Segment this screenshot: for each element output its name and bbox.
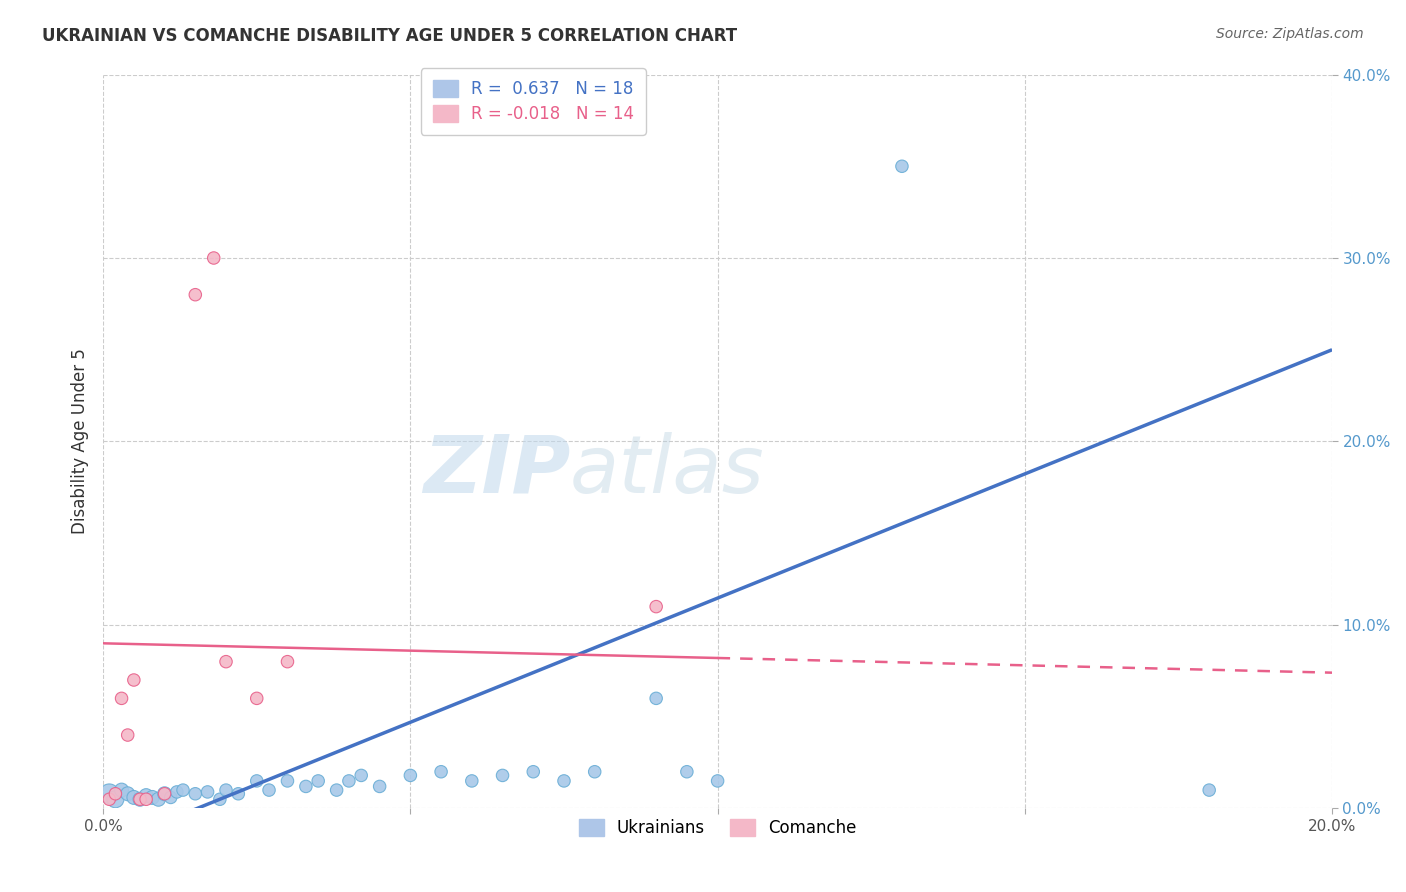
Point <box>110 783 132 797</box>
Point <box>215 783 238 797</box>
Point <box>110 691 132 706</box>
Point <box>129 792 152 806</box>
Point <box>706 773 728 788</box>
Point <box>307 773 329 788</box>
Point <box>215 655 238 669</box>
Point <box>98 792 121 806</box>
Point <box>98 787 121 801</box>
Point <box>172 783 194 797</box>
Point <box>553 773 575 788</box>
Point <box>430 764 453 779</box>
Point <box>117 728 139 742</box>
Point <box>208 792 231 806</box>
Point <box>184 287 207 301</box>
Text: Source: ZipAtlas.com: Source: ZipAtlas.com <box>1216 27 1364 41</box>
Point <box>276 655 298 669</box>
Point <box>184 787 207 801</box>
Point <box>159 790 181 805</box>
Point <box>122 673 145 687</box>
Point <box>153 787 176 801</box>
Point <box>522 764 544 779</box>
Point <box>295 780 318 794</box>
Point <box>246 773 269 788</box>
Point <box>645 599 668 614</box>
Point <box>337 773 360 788</box>
Point <box>104 787 127 801</box>
Point <box>583 764 606 779</box>
Text: ZIP: ZIP <box>423 432 569 510</box>
Point <box>135 792 157 806</box>
Legend: Ukrainians, Comanche: Ukrainians, Comanche <box>572 813 863 844</box>
Point <box>1198 783 1220 797</box>
Text: UKRAINIAN VS COMANCHE DISABILITY AGE UNDER 5 CORRELATION CHART: UKRAINIAN VS COMANCHE DISABILITY AGE UND… <box>42 27 737 45</box>
Point <box>891 159 914 173</box>
Point <box>148 792 170 806</box>
Point <box>135 789 157 803</box>
Point <box>676 764 699 779</box>
Point <box>325 783 347 797</box>
Text: atlas: atlas <box>569 432 765 510</box>
Point <box>257 783 280 797</box>
Point <box>141 790 163 805</box>
Point <box>350 768 373 782</box>
Point <box>645 691 668 706</box>
Point <box>399 768 422 782</box>
Point <box>153 787 176 801</box>
Point <box>202 251 225 265</box>
Point <box>491 768 513 782</box>
Point <box>226 787 249 801</box>
Point <box>246 691 269 706</box>
Point <box>197 785 219 799</box>
Point <box>129 792 152 806</box>
Point <box>276 773 298 788</box>
Point <box>461 773 484 788</box>
Y-axis label: Disability Age Under 5: Disability Age Under 5 <box>72 349 89 534</box>
Point <box>104 792 127 806</box>
Point <box>368 780 391 794</box>
Point <box>117 787 139 801</box>
Point <box>166 785 188 799</box>
Point <box>122 790 145 805</box>
